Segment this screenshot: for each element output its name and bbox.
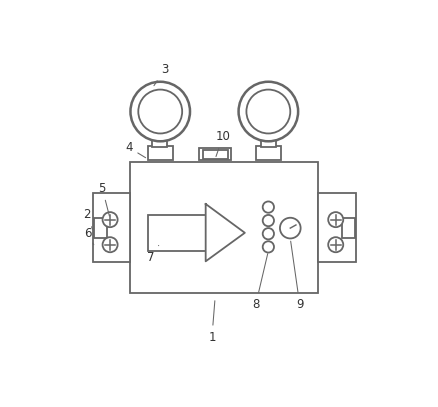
Text: 1: 1 (208, 301, 215, 344)
Text: 2: 2 (83, 208, 93, 230)
Text: 8: 8 (252, 254, 268, 311)
Text: 9: 9 (291, 241, 304, 311)
Text: 4: 4 (125, 141, 145, 158)
Circle shape (328, 212, 343, 227)
Circle shape (263, 228, 274, 239)
Text: 5: 5 (99, 182, 110, 216)
Bar (342, 218, 355, 239)
Circle shape (328, 237, 343, 252)
Bar (94, 218, 107, 239)
Polygon shape (206, 204, 245, 261)
Bar (318, 193, 356, 262)
Bar (148, 215, 206, 251)
Circle shape (263, 215, 274, 226)
Bar (261, 135, 276, 147)
Bar (199, 148, 231, 160)
Text: 6: 6 (85, 227, 94, 245)
Bar (131, 162, 318, 293)
Bar (152, 135, 167, 147)
Text: 7: 7 (147, 245, 159, 264)
Circle shape (263, 201, 274, 213)
Circle shape (247, 90, 290, 133)
Circle shape (263, 241, 274, 252)
Bar (256, 146, 281, 160)
Circle shape (131, 82, 190, 141)
Bar (202, 150, 228, 158)
Circle shape (102, 212, 118, 227)
Text: 10: 10 (215, 130, 230, 157)
Bar (148, 146, 173, 160)
Bar (93, 193, 131, 262)
Circle shape (239, 82, 298, 141)
Text: 3: 3 (154, 63, 169, 86)
Circle shape (102, 237, 118, 252)
Circle shape (280, 218, 300, 239)
Circle shape (138, 90, 182, 133)
